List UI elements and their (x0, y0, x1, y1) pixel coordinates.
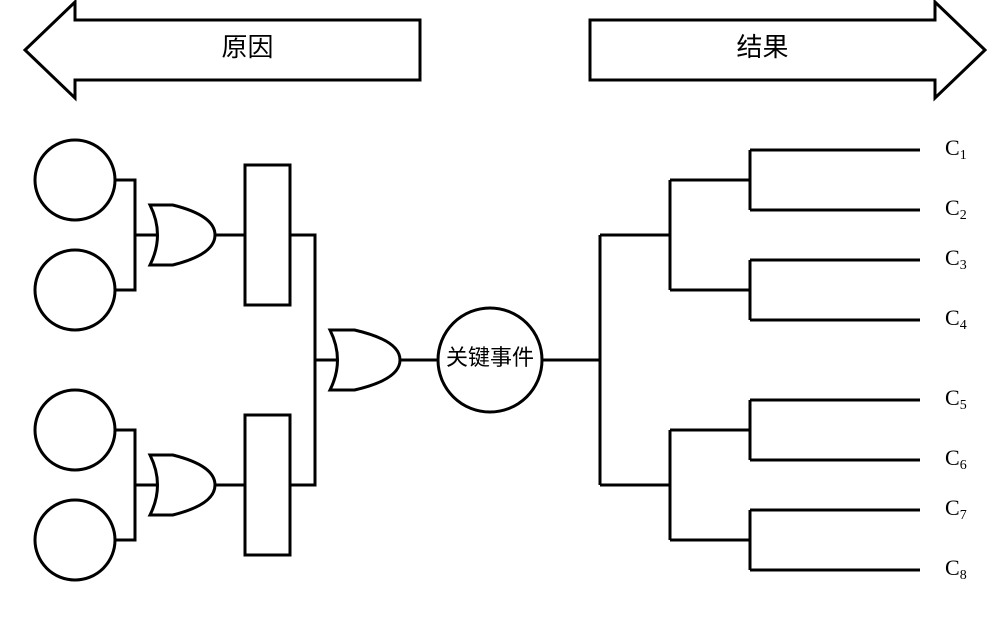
cause-node-2 (35, 250, 115, 330)
cause-node-3 (35, 390, 115, 470)
intermediate-box-2 (245, 415, 290, 555)
bowtie-diagram: 原因 结果 关键事件 C1 C2 C3 C4 C5 C6 C7 C8 (0, 0, 1000, 637)
leaf-c2: C2 (945, 195, 967, 223)
or-gate-3 (330, 330, 400, 390)
leaf-c7: C7 (945, 495, 967, 523)
key-event-label: 关键事件 (446, 345, 534, 370)
leaf-c6: C6 (945, 445, 967, 473)
leaf-c4: C4 (945, 305, 967, 333)
result-label: 结果 (736, 33, 788, 62)
leaf-c1: C1 (945, 135, 967, 163)
result-arrow: 结果 (590, 2, 985, 98)
leaf-c8: C8 (945, 555, 967, 583)
cause-label: 原因 (221, 33, 273, 62)
intermediate-box-1 (245, 165, 290, 305)
leaf-c5: C5 (945, 385, 967, 413)
or-gate-1 (150, 205, 215, 265)
consequence-labels: C1 C2 C3 C4 C5 C6 C7 C8 (945, 135, 967, 583)
cause-node-1 (35, 140, 115, 220)
consequence-tree (600, 150, 920, 570)
leaf-c3: C3 (945, 245, 967, 273)
cause-node-4 (35, 500, 115, 580)
or-gate-2 (150, 455, 215, 515)
cause-arrow: 原因 (25, 2, 420, 98)
